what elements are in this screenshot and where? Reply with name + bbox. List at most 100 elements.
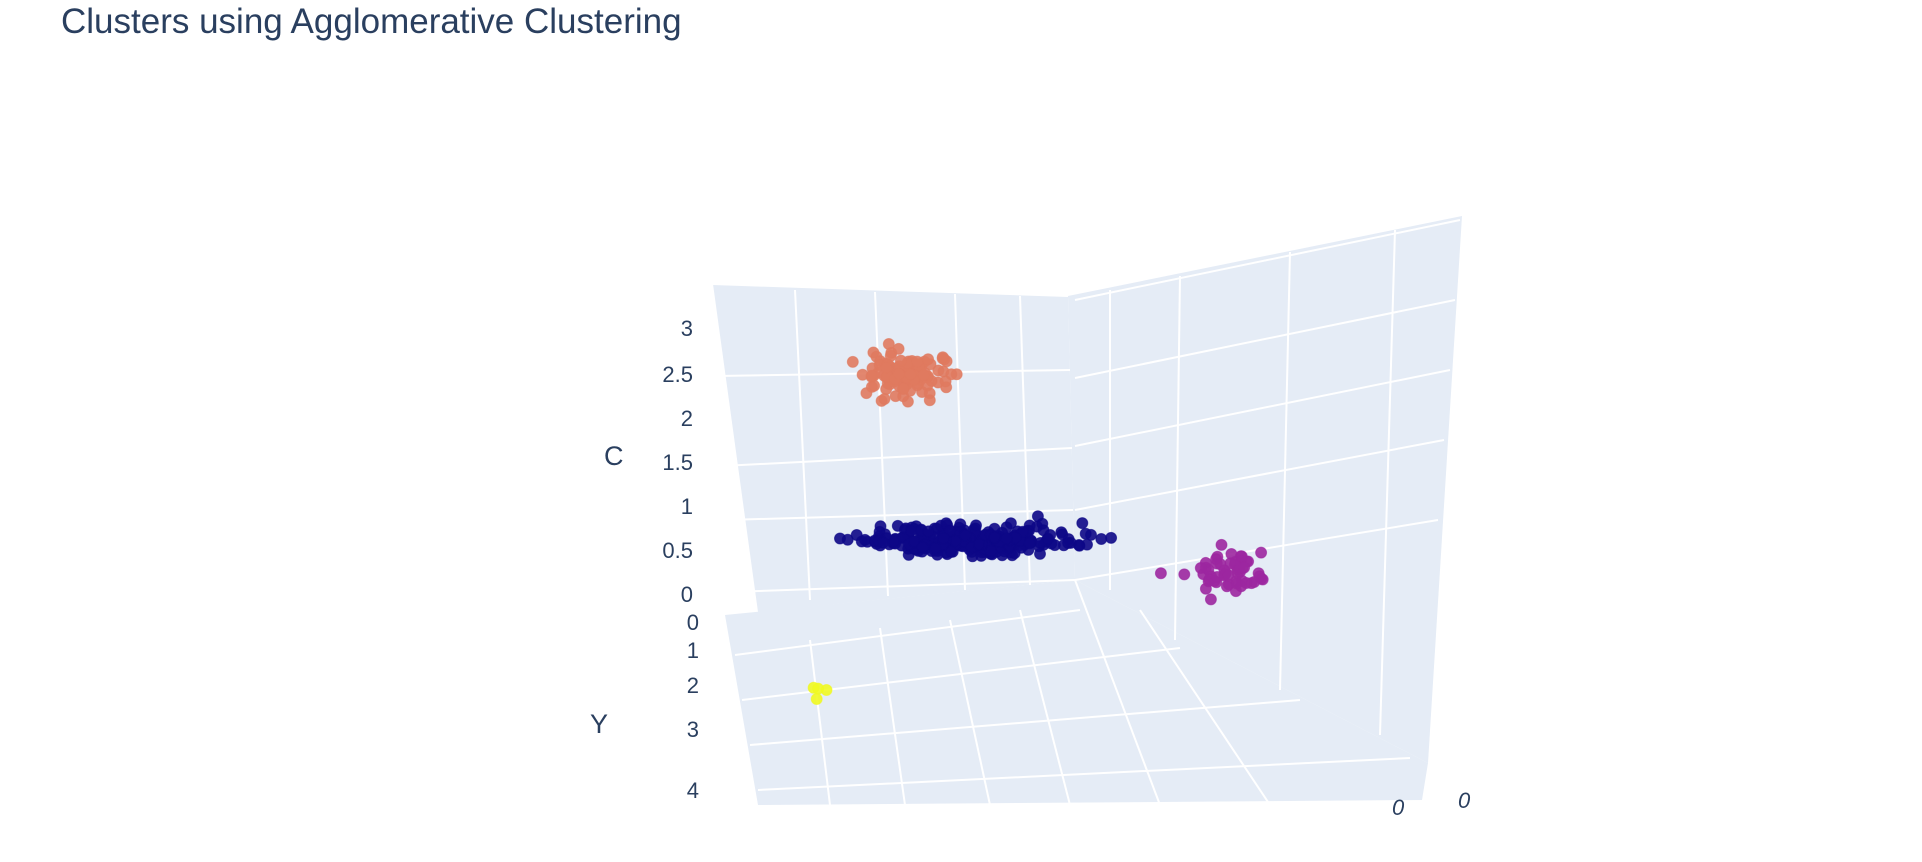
left-wall-gridline bbox=[721, 447, 1073, 467]
floor-gridline bbox=[1139, 609, 1271, 806]
data-point bbox=[970, 519, 982, 532]
c-tick-label: 3 bbox=[681, 316, 693, 341]
data-point bbox=[945, 545, 957, 558]
x-tick-label: 0 bbox=[1392, 795, 1405, 820]
data-point bbox=[1042, 532, 1055, 545]
data-point bbox=[1076, 517, 1089, 530]
data-point bbox=[917, 369, 930, 381]
c-tick-label: 2.5 bbox=[662, 362, 693, 387]
data-point bbox=[932, 364, 945, 377]
data-point bbox=[923, 394, 936, 407]
data-point bbox=[1000, 532, 1013, 545]
data-point bbox=[1056, 528, 1069, 541]
right-wall-gridline bbox=[1074, 439, 1445, 511]
x-tick-label: 0 bbox=[1458, 788, 1471, 813]
data-point bbox=[929, 542, 942, 555]
data-point bbox=[936, 351, 949, 364]
right-wall-gridline bbox=[1174, 275, 1181, 641]
data-point bbox=[1211, 571, 1224, 583]
data-point bbox=[984, 545, 997, 557]
c-tick-label: 1 bbox=[681, 494, 693, 519]
back-wall-right bbox=[1068, 216, 1462, 763]
data-point bbox=[892, 342, 905, 355]
data-point bbox=[897, 382, 910, 395]
data-point bbox=[937, 532, 950, 545]
data-point bbox=[1240, 577, 1253, 589]
data-point bbox=[882, 338, 895, 350]
data-point bbox=[1034, 547, 1046, 560]
data-point bbox=[959, 529, 972, 542]
floor-gridline bbox=[1019, 609, 1071, 806]
data-point bbox=[1062, 537, 1075, 549]
y-tick-label: 0 bbox=[687, 610, 699, 635]
data-point bbox=[905, 524, 917, 537]
left-wall-gridline bbox=[725, 509, 1074, 521]
floor-gridline bbox=[1074, 579, 1161, 806]
scene-gridlines bbox=[712, 219, 1461, 806]
data-point bbox=[878, 393, 891, 405]
data-point bbox=[944, 524, 957, 537]
data-point bbox=[1194, 562, 1207, 574]
data-point bbox=[908, 535, 920, 548]
data-point bbox=[1238, 561, 1251, 574]
data-point bbox=[1220, 580, 1233, 593]
data-point bbox=[1023, 537, 1036, 550]
y-tick-label: 3 bbox=[687, 717, 699, 742]
data-point bbox=[894, 354, 907, 367]
left-wall-gridline bbox=[729, 579, 1076, 593]
right-wall-gridline bbox=[1279, 251, 1291, 691]
data-point bbox=[810, 693, 823, 705]
data-point bbox=[880, 383, 893, 396]
data-point bbox=[892, 368, 905, 380]
data-point bbox=[850, 529, 863, 541]
data-point bbox=[877, 536, 889, 549]
data-point bbox=[888, 535, 900, 548]
right-wall-gridline bbox=[1074, 369, 1451, 447]
data-point bbox=[1235, 550, 1248, 563]
data-point bbox=[860, 387, 873, 400]
data-point bbox=[973, 538, 985, 551]
scene-points bbox=[807, 338, 1269, 705]
data-point bbox=[834, 532, 846, 545]
c-axis-title: C bbox=[604, 441, 624, 471]
data-point bbox=[1204, 593, 1217, 606]
floor-gridline bbox=[757, 757, 1411, 791]
data-point bbox=[904, 368, 917, 381]
left-wall-gridline bbox=[712, 283, 1069, 297]
data-point bbox=[1004, 517, 1017, 530]
data-point bbox=[1214, 558, 1227, 571]
chart-title: Clusters using Agglomerative Clustering bbox=[61, 2, 682, 41]
y-tick-label: 1 bbox=[687, 638, 699, 663]
c-tick-label: 1.5 bbox=[662, 450, 693, 475]
data-point bbox=[1095, 533, 1108, 545]
data-point bbox=[921, 379, 934, 392]
data-point bbox=[812, 682, 825, 695]
floor-gridline bbox=[879, 627, 906, 806]
floor-gridline bbox=[749, 699, 1301, 746]
data-point bbox=[916, 541, 929, 554]
data-point bbox=[939, 375, 952, 388]
data-point bbox=[911, 355, 924, 368]
data-point bbox=[1178, 568, 1191, 581]
data-point bbox=[1085, 528, 1097, 541]
data-point bbox=[922, 353, 935, 366]
data-point bbox=[1215, 538, 1228, 551]
data-point bbox=[1154, 567, 1167, 580]
data-point bbox=[922, 525, 935, 538]
data-point bbox=[1255, 546, 1268, 559]
floor-gridline bbox=[809, 639, 831, 806]
data-point bbox=[846, 355, 859, 368]
c-tick-label: 2 bbox=[681, 406, 693, 431]
right-wall-gridline bbox=[1379, 229, 1396, 736]
c-tick-label: 0 bbox=[681, 582, 693, 607]
data-point bbox=[988, 531, 1001, 544]
data-point bbox=[880, 361, 893, 374]
data-point bbox=[865, 369, 878, 382]
data-point bbox=[1105, 531, 1118, 544]
y-tick-label: 4 bbox=[687, 778, 699, 803]
c-tick-label: 0.5 bbox=[662, 538, 693, 563]
y-axis-title: Y bbox=[590, 709, 608, 739]
floor-gridline bbox=[949, 619, 991, 806]
data-point bbox=[1225, 548, 1238, 560]
